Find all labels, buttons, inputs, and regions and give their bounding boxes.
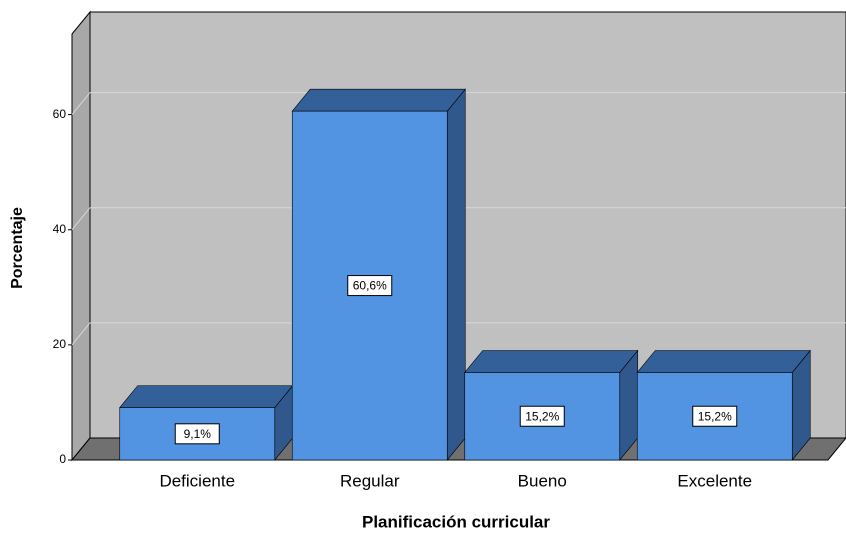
x-tick-label: Regular <box>340 471 400 490</box>
value-label: 15,2% <box>698 409 732 423</box>
value-label: 15,2% <box>525 409 559 423</box>
value-label-box <box>174 423 220 445</box>
y-tick-label: 0 <box>59 452 66 466</box>
bar-top <box>119 385 294 408</box>
x-tick-label: Deficiente <box>159 471 235 490</box>
value-label-box <box>519 405 565 427</box>
y-axis-label: Porcentaje <box>9 207 26 289</box>
x-tick-label: Excelente <box>677 471 752 490</box>
bar-side <box>446 88 466 461</box>
y-tick-label: 40 <box>53 222 67 236</box>
value-label: 9,1% <box>184 427 212 441</box>
bar-top <box>291 88 466 112</box>
value-label-box <box>692 405 738 427</box>
bar-top <box>464 350 639 373</box>
value-label: 60,6% <box>353 279 387 293</box>
grid-line <box>71 322 91 346</box>
grid-line <box>71 207 91 231</box>
y-tick-label: 20 <box>53 337 67 351</box>
x-axis-label: Planificación curricular <box>362 512 550 531</box>
grid-line <box>71 92 91 115</box>
x-tick-label: Bueno <box>518 471 567 490</box>
bar-top <box>636 350 811 373</box>
value-label-box <box>347 275 393 297</box>
side-wall <box>71 10 91 462</box>
y-tick-label: 60 <box>53 107 67 121</box>
